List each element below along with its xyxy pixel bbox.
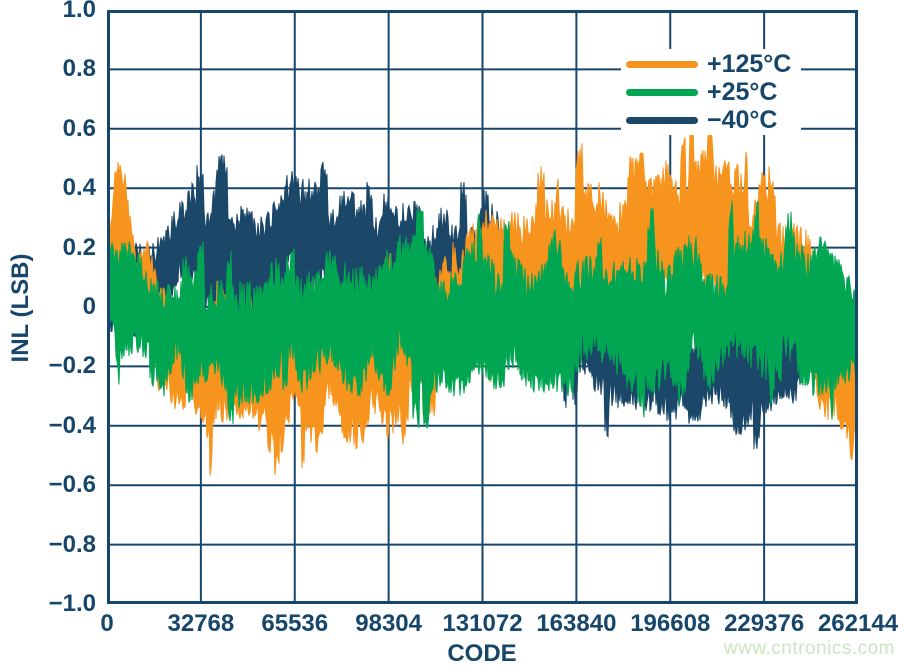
plot-border [107, 10, 858, 604]
y-tick-label: 0.2 [62, 233, 96, 261]
y-tick-label: −1.0 [48, 590, 96, 617]
line-swatch-25c-icon [626, 88, 698, 96]
series-traces [107, 122, 858, 476]
x-axis-title: CODE [447, 640, 517, 667]
series-trace-25C [107, 200, 858, 429]
legend-item-minus40c: −40°C [621, 105, 801, 134]
y-tick-label: −0.8 [48, 530, 96, 558]
x-tick-label: 32768 [167, 610, 235, 637]
legend-item-125c: +125°C [621, 49, 801, 78]
legend: +125°C +25°C −40°C [621, 49, 801, 135]
y-axis-title: INL (LSB) [7, 253, 34, 363]
x-tick-label: 163840 [536, 610, 617, 637]
y-tick-label: −0.2 [48, 352, 96, 380]
y-tick-label: −0.4 [48, 411, 96, 439]
y-tick-label: 0.8 [62, 55, 96, 83]
line-swatch-minus40c-icon [626, 116, 698, 124]
y-tick-label: −0.6 [48, 471, 96, 499]
watermark-link[interactable]: www.cntronics.com [723, 638, 895, 659]
legend-label-125c: +125°C [707, 49, 792, 78]
y-tick-label: 0 [82, 293, 96, 320]
x-tick-label: 98304 [355, 610, 422, 637]
x-tick-label: 262144 [817, 610, 898, 637]
y-tick-label: 0.4 [62, 174, 96, 202]
x-tick-label: 131072 [442, 610, 523, 637]
x-tick-label: 196608 [630, 610, 711, 637]
y-tick-label: 0.6 [62, 114, 96, 142]
legend-item-25c: +25°C [621, 77, 801, 106]
x-tick-label: 65536 [261, 610, 329, 637]
legend-label-minus40c: −40°C [707, 105, 778, 134]
legend-label-25c: +25°C [707, 77, 778, 106]
x-tick-label: 229376 [724, 610, 805, 637]
y-tick-label: 1.0 [62, 0, 96, 23]
x-tick-label: 0 [100, 610, 114, 637]
line-swatch-125c-icon [626, 60, 698, 68]
